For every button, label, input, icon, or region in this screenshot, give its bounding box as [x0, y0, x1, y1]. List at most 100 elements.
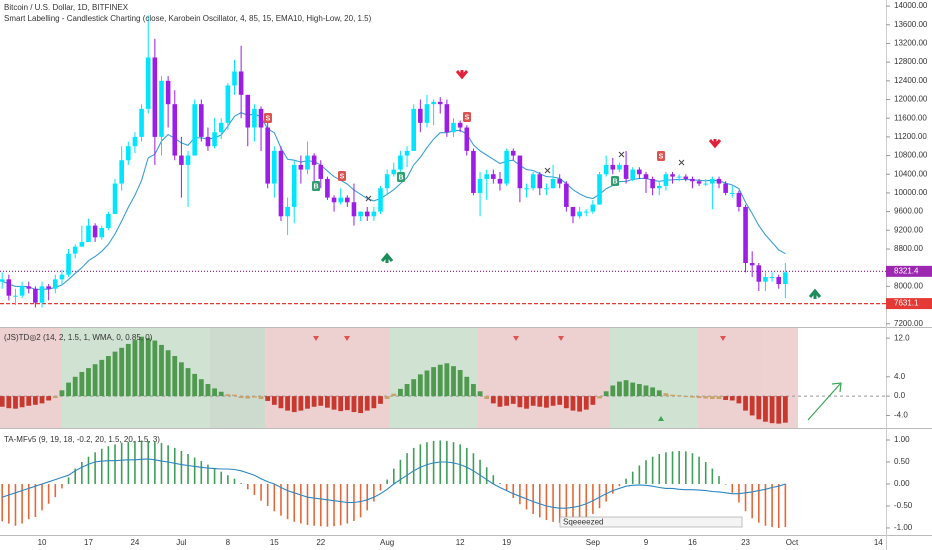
price-label-box	[886, 265, 932, 277]
histogram-bar	[253, 483, 256, 495]
candle-body	[683, 176, 689, 179]
histogram-bar	[298, 396, 304, 411]
candle-body	[6, 279, 12, 296]
histogram-bar	[127, 441, 130, 484]
x-tick-label: Jul	[176, 538, 186, 547]
histogram-bar	[749, 396, 755, 416]
candle-body	[484, 174, 490, 179]
candle-body	[577, 211, 582, 217]
histogram-bar	[238, 396, 244, 399]
histogram-bar	[86, 368, 91, 397]
histogram-bar	[597, 396, 602, 399]
bg-zone	[0, 328, 62, 428]
histogram-bar	[232, 394, 237, 397]
sell-arrow	[455, 70, 469, 80]
histogram-bar	[736, 396, 742, 404]
y-tick-label: 8000.00	[894, 281, 923, 290]
x-tick-label: 15	[270, 538, 279, 547]
bg-zone	[698, 328, 798, 428]
candle-body	[199, 104, 204, 137]
histogram-bar	[625, 478, 627, 484]
candle-body	[132, 136, 138, 147]
histogram-bar	[39, 396, 45, 404]
histogram-bar	[517, 396, 523, 408]
histogram-bar	[512, 483, 515, 499]
panel-title: (JS)TD◎2 (14, 2, 1.5, 1, WMA, 0, 0.85, 0…	[4, 333, 153, 342]
signal-label: S	[465, 114, 470, 121]
candle-body	[404, 150, 410, 156]
histogram-bar	[398, 388, 403, 397]
candle-body	[610, 164, 616, 170]
candle-body	[723, 183, 728, 193]
td-triangle	[658, 416, 664, 421]
y-tick-label: -4.0	[894, 411, 908, 420]
histogram-bar	[54, 483, 57, 498]
candle-body	[225, 85, 231, 123]
x-tick-label: 19	[502, 538, 511, 547]
histogram-bar	[558, 483, 561, 523]
histogram-bar	[132, 340, 138, 397]
candle-body	[670, 174, 675, 177]
histogram-bar	[572, 483, 574, 523]
candle-body	[384, 174, 390, 189]
x-tick-label: 24	[130, 538, 139, 547]
candle-body	[431, 101, 436, 105]
histogram-bar	[59, 390, 65, 397]
candle-body	[291, 164, 297, 207]
histogram-bar	[578, 483, 581, 521]
y-tick-label: 11600.00	[894, 113, 927, 122]
histogram-bar	[72, 376, 78, 397]
histogram-bar	[205, 384, 211, 397]
candle-body	[238, 71, 244, 95]
histogram-bar	[643, 385, 649, 397]
histogram-bar	[172, 356, 178, 397]
y-tick-label: 8800.00	[894, 244, 923, 253]
candle-body	[736, 192, 742, 207]
candle-body	[252, 108, 257, 128]
histogram-bar	[160, 443, 163, 484]
histogram-bar	[532, 483, 534, 514]
histogram-bar	[709, 396, 715, 400]
candle-body	[0, 279, 5, 282]
histogram-bar	[696, 396, 702, 399]
histogram-bar	[658, 454, 661, 484]
buy-arrow	[808, 288, 822, 299]
histogram-bar	[676, 395, 682, 397]
candle-body	[33, 288, 38, 303]
histogram-bar	[344, 396, 350, 411]
candle-body	[603, 164, 609, 175]
histogram-bar	[583, 396, 589, 410]
histogram-bar	[650, 387, 656, 397]
candle-body	[710, 178, 715, 184]
histogram-bar	[32, 396, 38, 405]
histogram-bar	[1, 483, 3, 522]
candle-body	[13, 295, 18, 297]
candle-body	[325, 178, 330, 198]
histogram-bar	[623, 380, 629, 397]
histogram-bar	[763, 396, 768, 422]
histogram-bar	[651, 456, 654, 484]
histogram-bar	[552, 483, 554, 522]
x-tick-label: 14	[874, 538, 883, 547]
candle-body	[663, 174, 669, 186]
signal-label: S	[266, 115, 271, 122]
y-tick-label: 7200.00	[894, 319, 923, 328]
bg-zone	[478, 328, 610, 428]
x-tick-label: Oct	[786, 538, 799, 547]
histogram-bar	[612, 483, 614, 494]
candle-body	[285, 206, 290, 217]
histogram-bar	[386, 479, 388, 484]
histogram-bar	[339, 483, 342, 526]
candle-body	[185, 155, 191, 165]
signal-label: S	[659, 153, 664, 160]
candle-body	[617, 164, 622, 170]
histogram-bar	[326, 483, 329, 527]
y-tick-label: 14000.00	[894, 1, 928, 10]
histogram-bar	[278, 396, 284, 409]
histogram-bar	[782, 396, 788, 423]
histogram-bar	[87, 456, 90, 484]
histogram-bar	[371, 396, 377, 409]
histogram-bar	[99, 359, 105, 397]
histogram-bar	[525, 483, 528, 510]
